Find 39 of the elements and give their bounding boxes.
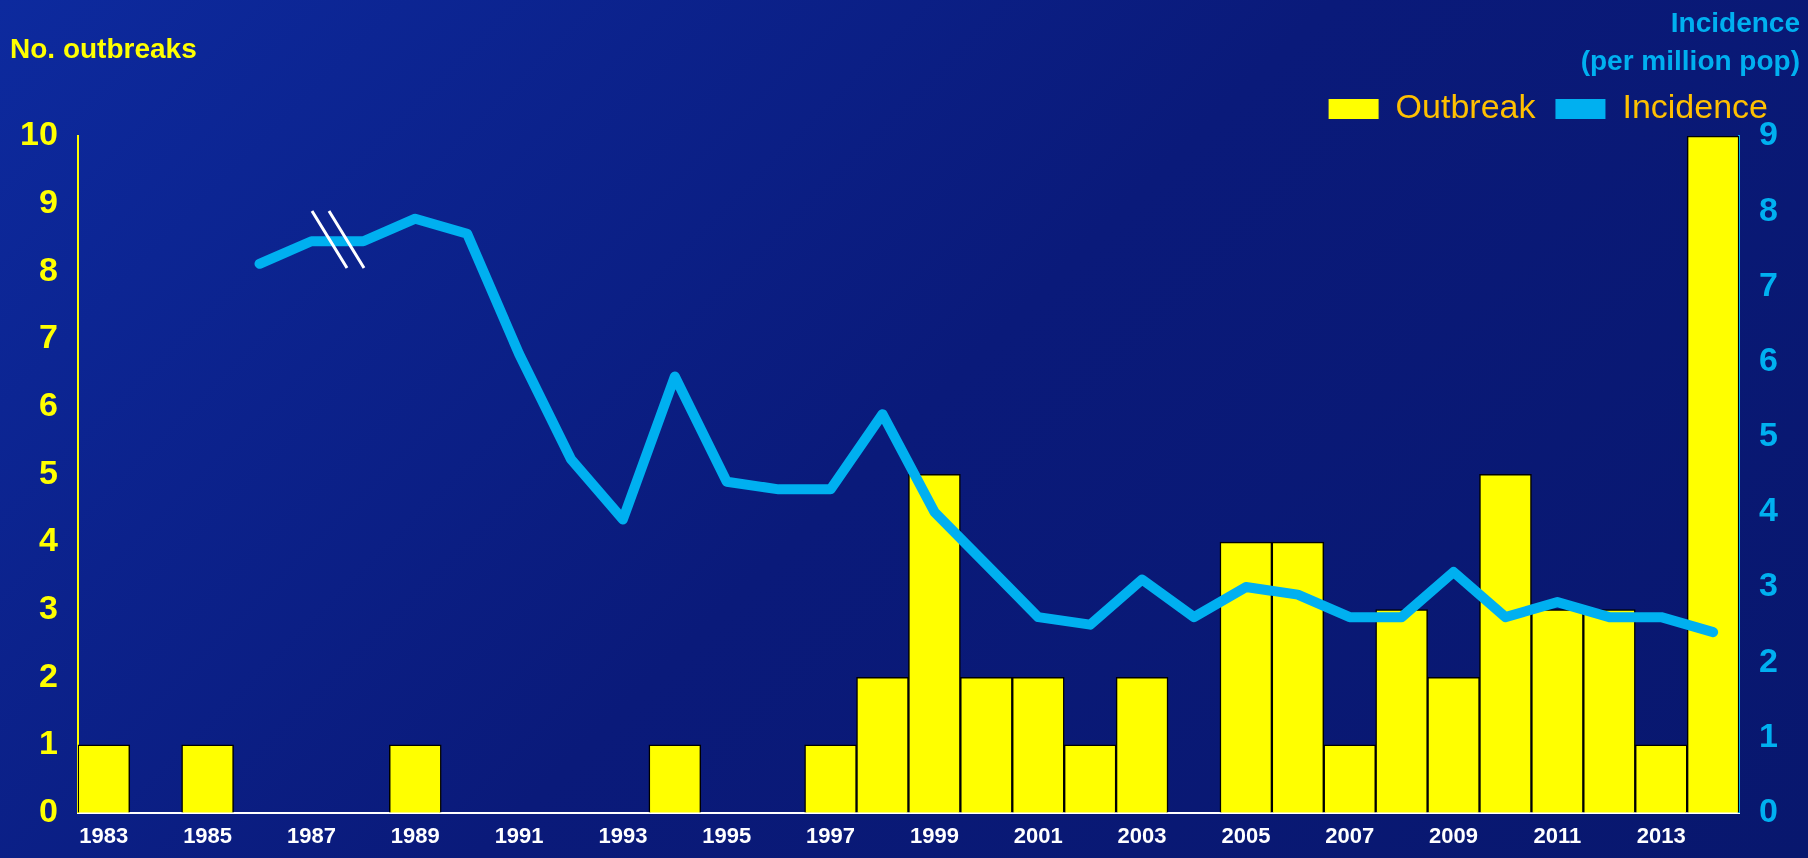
- y2-tick-label: 2: [1759, 640, 1779, 679]
- x-tick-label: 2013: [1636, 822, 1686, 848]
- y-tick-label: 6: [38, 385, 58, 424]
- y-tick-label: 1: [38, 723, 58, 762]
- y-tick-label: 10: [19, 114, 58, 153]
- x-tick-label: 1989: [390, 822, 440, 848]
- y-tick-label: 4: [38, 520, 58, 559]
- y2-tick-label: 7: [1759, 264, 1779, 303]
- y2-tick-label: 1: [1759, 715, 1779, 754]
- y-tick-label: 7: [38, 317, 58, 356]
- y2-tick-label: 0: [1759, 790, 1779, 829]
- y-tick-label: 2: [38, 655, 58, 694]
- x-tick-label: 2011: [1533, 822, 1582, 848]
- y-axis-title: No. outbreaks: [10, 33, 197, 64]
- legend-label: Outbreak: [1395, 87, 1537, 126]
- x-tick-label: 2007: [1325, 822, 1375, 848]
- y2-axis-title: Incidence (per million pop): [1580, 7, 1800, 76]
- x-tick-label: 1999: [909, 822, 959, 848]
- y-tick-label: 3: [38, 587, 58, 626]
- y2-tick-label: 6: [1759, 339, 1779, 378]
- y2-tick-label: 5: [1759, 415, 1779, 454]
- x-tick-label: 2001: [1013, 822, 1063, 848]
- y2-tick-label: 3: [1759, 565, 1779, 604]
- y-tick-label: 8: [38, 249, 58, 288]
- x-tick-label: 2003: [1117, 822, 1167, 848]
- x-tick-label: 1983: [79, 822, 129, 848]
- x-tick-label: 2009: [1429, 822, 1479, 848]
- x-tick-label: 1993: [598, 822, 648, 848]
- y2-tick-label: 8: [1759, 189, 1779, 228]
- x-tick-label: 1985: [183, 822, 233, 848]
- x-tick-label: 2005: [1221, 822, 1271, 848]
- x-tick-label: 1991: [494, 822, 544, 848]
- y-tick-label: 5: [38, 452, 58, 491]
- y2-tick-label: 4: [1759, 490, 1779, 529]
- x-tick-label: 1997: [806, 822, 856, 848]
- y-tick-label: 9: [38, 182, 58, 221]
- x-tick-label: 1987: [286, 822, 336, 848]
- x-tick-label: 1995: [702, 822, 752, 848]
- y-tick-label: 0: [38, 790, 58, 829]
